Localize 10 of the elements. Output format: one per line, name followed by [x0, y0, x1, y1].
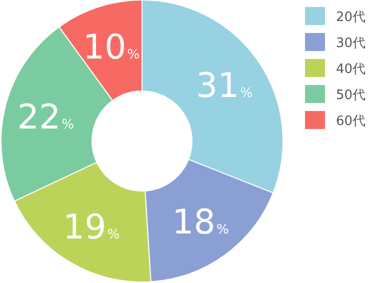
data-label: 19% — [63, 208, 120, 248]
legend-label: 50代 — [336, 88, 366, 103]
data-label: 10% — [82, 27, 140, 68]
legend-label: 30代 — [336, 36, 366, 51]
legend-label: 60代 — [336, 114, 366, 129]
data-label: 22% — [17, 97, 74, 138]
data-label: 18% — [172, 202, 229, 242]
legend-label: 40代 — [336, 62, 366, 77]
data-label: 31% — [196, 66, 253, 106]
legend-label: 20代 — [336, 10, 366, 25]
